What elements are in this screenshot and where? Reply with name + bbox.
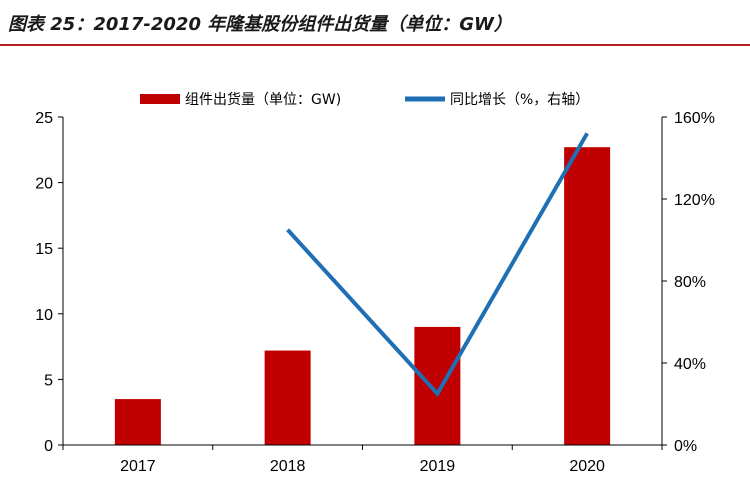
figure-title: 图表 25：2017-2020 年隆基股份组件出货量（单位：GW）: [8, 14, 512, 35]
legend: 组件出货量（单位：GW) 同比增长（%，右轴）: [140, 91, 589, 108]
legend-line-label: 同比增长（%，右轴）: [450, 92, 589, 108]
x-tick-2020: 2020: [569, 458, 605, 475]
y-left-tick-5: 5: [44, 372, 53, 389]
x-tick-2017: 2017: [120, 458, 156, 475]
y-left-tick-25: 25: [35, 110, 53, 127]
y-right-tick-40%: 40%: [674, 356, 706, 373]
bar-2020: [564, 147, 611, 445]
y-right-tick-0%: 0%: [674, 438, 697, 455]
legend-bar-swatch: [140, 94, 180, 104]
y-left-tick-10: 10: [35, 307, 53, 324]
bar-2019: [414, 326, 461, 445]
x-tick-2018: 2018: [270, 458, 306, 475]
y-right-tick-160%: 160%: [674, 110, 715, 127]
title-rule: [0, 44, 750, 46]
legend-bar-label: 组件出货量（单位：GW): [185, 91, 341, 108]
y-left-tick-20: 20: [35, 176, 53, 193]
y-left-tick-15: 15: [35, 241, 53, 258]
y-right-tick-80%: 80%: [674, 274, 706, 291]
y-left-tick-0: 0: [44, 438, 53, 455]
bar-2017: [114, 399, 161, 445]
y-right-tick-120%: 120%: [674, 192, 715, 209]
bar-2018: [264, 350, 311, 445]
plot-area: 0 5 10 15 20 25 0% 40% 80% 120% 160% 2017 2018 2019 20…: [35, 110, 715, 475]
x-tick-2019: 2019: [420, 458, 456, 475]
